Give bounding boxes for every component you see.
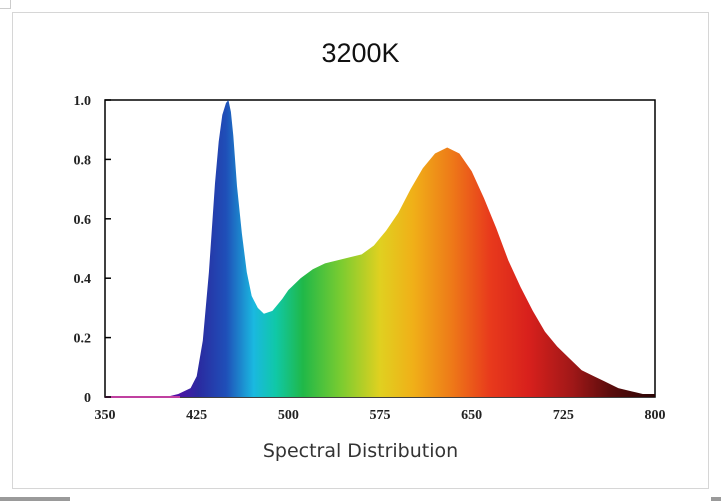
y-tick-label: 0.2 bbox=[74, 332, 92, 347]
x-tick-label: 425 bbox=[186, 408, 207, 423]
x-axis-label: Spectral Distribution bbox=[262, 440, 459, 462]
corner-mark bbox=[0, 0, 11, 9]
y-axis-ticks: 0 0.2 0.4 0.6 0.8 1.0 bbox=[74, 94, 111, 406]
y-tick-label: 0 bbox=[84, 391, 91, 406]
chart-title: 3200K bbox=[321, 38, 400, 68]
y-tick-label: 0.4 bbox=[74, 272, 92, 287]
bottom-edge-left bbox=[0, 497, 70, 501]
y-tick-label: 1.0 bbox=[74, 94, 92, 109]
x-tick-label: 500 bbox=[278, 408, 299, 423]
x-tick-label: 800 bbox=[645, 408, 666, 423]
x-axis-ticks: 350 425 500 575 650 725 800 bbox=[95, 408, 666, 423]
x-tick-label: 575 bbox=[370, 408, 391, 423]
series-area bbox=[105, 100, 655, 397]
y-tick-label: 0.8 bbox=[74, 153, 92, 168]
x-tick-label: 725 bbox=[553, 408, 574, 423]
y-tick-label: 0.6 bbox=[74, 213, 92, 228]
x-tick-label: 350 bbox=[95, 408, 116, 423]
bottom-edge-right bbox=[711, 497, 721, 501]
x-tick-label: 650 bbox=[461, 408, 482, 423]
